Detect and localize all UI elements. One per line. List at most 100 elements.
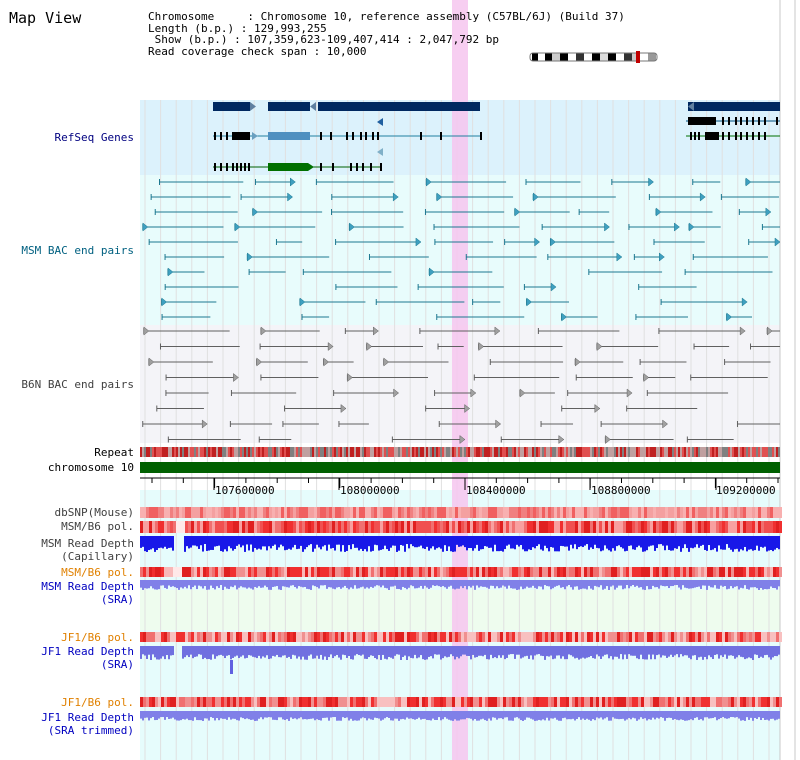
read-depth-bar bbox=[212, 580, 214, 588]
read-depth-bar bbox=[232, 536, 234, 551]
read-depth-bar bbox=[616, 711, 618, 719]
track-label-jf1-read-depth-trimmed[interactable]: JF1 Read Depth bbox=[41, 711, 134, 724]
read-depth-bar bbox=[198, 711, 200, 721]
track-label-dbsnp[interactable]: dbSNP(Mouse) bbox=[54, 506, 134, 519]
read-depth-bar bbox=[206, 536, 208, 551]
polymorphism-cell bbox=[647, 632, 650, 642]
read-depth-bar bbox=[146, 646, 148, 659]
track-label-msm-b6-pol[interactable]: MSM/B6 pol. bbox=[61, 520, 134, 533]
read-depth-bar bbox=[484, 711, 486, 721]
exon-tick bbox=[226, 163, 228, 171]
repeat-feature bbox=[224, 447, 226, 457]
read-depth-bar bbox=[716, 646, 718, 655]
polymorphism-cell bbox=[722, 697, 725, 707]
repeat-feature bbox=[388, 447, 390, 457]
track-label-msm-read-depth-sra[interactable]: MSM Read Depth bbox=[41, 580, 134, 593]
read-depth-bar bbox=[680, 646, 682, 655]
polymorphism-cell bbox=[551, 521, 554, 533]
read-depth-bar bbox=[280, 580, 282, 590]
polymorphism-cell bbox=[683, 697, 686, 707]
read-depth-bar bbox=[270, 580, 272, 590]
track-label-msm-read-depth-capillary[interactable]: MSM Read Depth bbox=[41, 537, 134, 550]
polymorphism-cell bbox=[296, 521, 299, 533]
read-depth-bar bbox=[392, 536, 394, 546]
read-depth-bar bbox=[324, 580, 326, 586]
polymorphism-cell bbox=[602, 567, 605, 577]
polymorphism-cell bbox=[653, 632, 656, 642]
read-depth-bar bbox=[370, 536, 372, 552]
polymorphism-cell bbox=[152, 697, 155, 707]
polymorphism-cell bbox=[677, 632, 680, 642]
read-depth-bar bbox=[504, 580, 506, 587]
polymorphism-cell bbox=[299, 521, 302, 533]
track-label-chromosome[interactable]: chromosome 10 bbox=[47, 461, 134, 474]
read-depth-bar bbox=[212, 646, 214, 655]
track-label-refseq-genes[interactable]: RefSeq Genes bbox=[54, 131, 134, 144]
read-depth-bar bbox=[642, 646, 644, 660]
track-label-b6n-bac-end-pairs[interactable]: B6N BAC end pairs bbox=[21, 378, 134, 391]
read-depth-bar bbox=[216, 580, 218, 587]
polymorphism-cell bbox=[236, 521, 239, 533]
read-depth-bar bbox=[256, 711, 258, 721]
read-depth-bar bbox=[668, 536, 670, 550]
read-depth-bar bbox=[730, 646, 732, 656]
repeat-feature bbox=[618, 447, 620, 457]
polymorphism-cell bbox=[467, 632, 470, 642]
repeat-feature bbox=[196, 447, 198, 457]
repeat-feature bbox=[270, 447, 272, 457]
repeat-feature bbox=[342, 447, 344, 457]
read-depth-bar bbox=[314, 536, 316, 549]
repeat-feature bbox=[608, 447, 610, 457]
track-label-jf1-b6-pol-trimmed[interactable]: JF1/B6 pol. bbox=[61, 696, 134, 709]
polymorphism-cell bbox=[311, 521, 314, 533]
read-depth-bar bbox=[222, 646, 224, 656]
read-depth-bar bbox=[722, 580, 724, 587]
read-depth-bar bbox=[708, 580, 710, 586]
polymorphism-cell bbox=[272, 507, 275, 518]
polymorphism-cell bbox=[377, 632, 380, 642]
read-depth-bar bbox=[290, 711, 292, 718]
polymorphism-cell bbox=[488, 567, 491, 577]
track-label-jf1-b6-pol[interactable]: JF1/B6 pol. bbox=[61, 631, 134, 644]
polymorphism-cell bbox=[725, 567, 728, 577]
read-depth-bar bbox=[456, 536, 458, 545]
read-depth-bar bbox=[516, 580, 518, 590]
read-depth-bar bbox=[776, 646, 778, 657]
polymorphism-cell bbox=[533, 507, 536, 518]
repeat-feature bbox=[310, 447, 312, 457]
read-depth-bar bbox=[164, 711, 166, 720]
track-label-repeat[interactable]: Repeat bbox=[94, 446, 134, 459]
polymorphism-cell bbox=[389, 507, 392, 518]
polymorphism-cell bbox=[686, 507, 689, 518]
polymorphism-cell bbox=[269, 507, 272, 518]
polymorphism-cell bbox=[170, 697, 173, 707]
repeat-feature bbox=[754, 447, 756, 457]
read-depth-bar bbox=[472, 580, 474, 586]
track-label-msm-bac-end-pairs[interactable]: MSM BAC end pairs bbox=[21, 244, 134, 257]
read-depth-bar bbox=[518, 580, 520, 590]
read-depth-bar bbox=[366, 646, 368, 659]
read-depth-bar bbox=[696, 646, 698, 660]
polymorphism-cell bbox=[212, 521, 215, 533]
polymorphism-cell bbox=[359, 697, 362, 707]
repeat-feature bbox=[672, 447, 674, 457]
read-depth-bar bbox=[520, 646, 522, 659]
read-depth-bar bbox=[272, 580, 274, 587]
read-depth-bar bbox=[506, 580, 508, 589]
read-depth-bar bbox=[512, 646, 514, 655]
track-label-jf1-read-depth-sra[interactable]: JF1 Read Depth bbox=[41, 645, 134, 658]
read-depth-bar bbox=[538, 711, 540, 720]
read-depth-bar bbox=[644, 711, 646, 719]
polymorphism-cell bbox=[620, 567, 623, 577]
track-label-jf1-sra-sub: (SRA) bbox=[100, 658, 134, 671]
polymorphism-cell bbox=[740, 507, 743, 518]
polymorphism-cell bbox=[302, 567, 305, 577]
repeat-feature bbox=[164, 447, 166, 457]
polymorphism-cell bbox=[698, 507, 701, 518]
track-label-msm-b6-pol-sra[interactable]: MSM/B6 pol. bbox=[61, 566, 134, 579]
polymorphism-cell bbox=[245, 521, 248, 533]
polymorphism-cell bbox=[425, 567, 428, 577]
read-depth-bar bbox=[720, 536, 722, 550]
read-depth-bar bbox=[174, 580, 176, 588]
read-depth-bar bbox=[326, 536, 328, 551]
